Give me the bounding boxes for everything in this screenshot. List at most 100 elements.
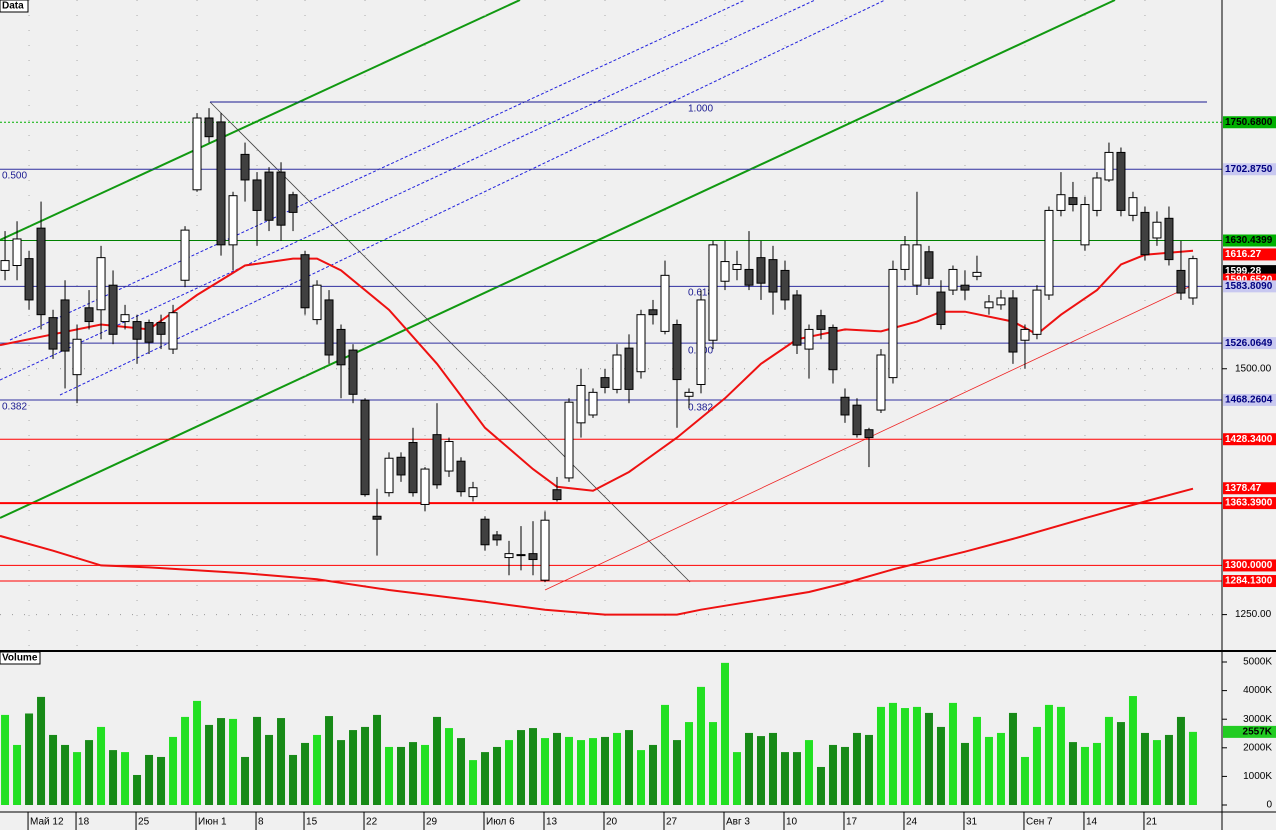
volume-bar — [145, 754, 154, 805]
fib-label: 1.000 — [688, 104, 713, 115]
candle-body — [888, 268, 898, 379]
volume-bar — [768, 732, 777, 805]
y-tick-label: 5000K — [1243, 657, 1272, 668]
candle-body — [1188, 258, 1198, 299]
candle-body — [396, 456, 406, 476]
volume-bar — [612, 732, 621, 805]
y-tick-label: 0 — [1266, 800, 1272, 811]
candle-body — [876, 354, 886, 411]
candle-body — [516, 554, 526, 557]
x-tick-label: 18 — [78, 817, 90, 828]
volume-bar — [553, 732, 562, 805]
candle-body — [576, 384, 586, 424]
candle-body — [612, 354, 622, 390]
candle-body — [996, 297, 1006, 306]
volume-bar — [469, 760, 478, 805]
candle-body — [432, 434, 442, 486]
candle-body — [180, 229, 190, 281]
volume-bar — [313, 734, 322, 805]
candle-body — [540, 519, 550, 581]
candle-body — [300, 254, 310, 309]
candle-body — [276, 171, 286, 226]
volume-bar — [828, 744, 837, 805]
volume-bar — [49, 734, 58, 805]
panel-label: Data — [2, 1, 24, 12]
volume-bar — [589, 738, 598, 805]
volume-bar — [732, 752, 741, 805]
volume-bar — [1044, 704, 1053, 805]
price-tag-label: 1750.6800 — [1225, 117, 1273, 128]
channel-line — [0, 0, 1116, 519]
candle-body — [792, 294, 802, 346]
volume-bar — [1092, 742, 1101, 805]
candle-body — [912, 244, 922, 286]
volume-bar — [193, 700, 202, 805]
candle-body — [168, 312, 178, 350]
y-tick-label: 1250.00 — [1235, 609, 1272, 620]
ma-line — [0, 487, 1194, 616]
candle-body — [324, 299, 334, 356]
price-tag — [1223, 393, 1276, 406]
volume-bar — [996, 732, 1005, 805]
channel-line — [0, 0, 521, 241]
volume-bar — [840, 746, 849, 805]
volume-bar — [505, 740, 514, 805]
candle-body — [108, 284, 118, 335]
price-tag-label: 1468.2604 — [1225, 395, 1273, 406]
volume-bar — [948, 702, 957, 805]
candle-body — [336, 328, 346, 366]
candle-body — [480, 518, 490, 546]
candle-body — [828, 326, 838, 371]
candle-body — [636, 314, 646, 373]
candle-body — [444, 441, 454, 472]
volume-bar — [816, 766, 825, 805]
candle-body — [1080, 204, 1090, 246]
x-tick-label: 25 — [138, 817, 150, 828]
candle-body — [264, 171, 274, 221]
candle-body — [360, 399, 370, 496]
volume-bar — [133, 774, 142, 805]
candle-body — [1044, 209, 1054, 296]
candle-body — [672, 324, 682, 381]
candle-body — [72, 338, 82, 376]
volume-bar — [229, 718, 238, 805]
volume-bar — [325, 716, 334, 805]
volume-bar — [1164, 734, 1173, 805]
candle-body — [684, 391, 694, 397]
candle-body — [1032, 289, 1042, 335]
price-tag-label: 1590.6520 — [1225, 274, 1273, 285]
candle-body — [192, 117, 202, 191]
volume-bar — [205, 724, 214, 805]
volume-bar — [337, 740, 346, 805]
candle-body — [756, 257, 766, 284]
volume-bar — [85, 740, 94, 805]
volume-bar — [1, 714, 10, 805]
candle-body — [456, 460, 466, 493]
volume-bar — [565, 736, 574, 805]
volume-tag-label: 2557K — [1243, 727, 1273, 738]
volume-bar — [349, 730, 358, 805]
volume-bar — [972, 716, 981, 805]
candle-body — [492, 534, 502, 541]
volume-bar — [1176, 716, 1185, 805]
price-tag-label: 1583.8090 — [1225, 281, 1273, 292]
volume-bar — [217, 718, 226, 805]
x-tick-label: 15 — [306, 817, 318, 828]
candle-body — [48, 317, 58, 350]
volume-bar — [1068, 742, 1077, 805]
volume-bar — [277, 718, 286, 805]
volume-bar — [61, 744, 70, 805]
price-tag — [1223, 116, 1276, 129]
volume-bar — [1020, 756, 1029, 805]
candle-body — [1176, 269, 1186, 294]
price-tag-label: 1630.4399 — [1225, 235, 1273, 246]
volume-bar — [121, 752, 130, 805]
volume-bar — [361, 726, 370, 805]
candle-body — [36, 227, 46, 316]
x-tick-label: 8 — [258, 817, 264, 828]
volume-panel — [1, 662, 1197, 805]
volume-bar — [804, 740, 813, 805]
x-tick-label: 21 — [1146, 817, 1158, 828]
candle-body — [732, 264, 742, 270]
